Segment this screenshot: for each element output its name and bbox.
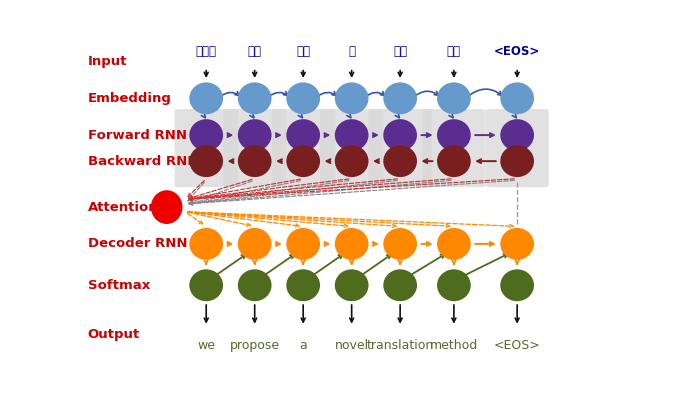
Ellipse shape [500,119,534,151]
FancyBboxPatch shape [369,109,432,187]
Ellipse shape [286,82,320,114]
Ellipse shape [238,228,271,260]
Ellipse shape [189,145,223,177]
Ellipse shape [335,145,369,177]
Text: Output: Output [88,328,140,341]
Ellipse shape [384,119,417,151]
Ellipse shape [384,82,417,114]
Ellipse shape [437,119,471,151]
Ellipse shape [151,190,182,224]
Ellipse shape [189,119,223,151]
Text: Backward RNN: Backward RNN [88,155,198,168]
Ellipse shape [286,119,320,151]
Text: Attention: Attention [88,201,158,214]
Ellipse shape [238,119,271,151]
Ellipse shape [335,82,369,114]
Ellipse shape [335,269,369,301]
Text: を: を [348,45,355,59]
Ellipse shape [238,145,271,177]
Text: <EOS>: <EOS> [494,45,541,59]
Text: 提案: 提案 [393,45,407,59]
Text: Decoder RNN: Decoder RNN [88,237,187,250]
Ellipse shape [384,228,417,260]
Text: novel: novel [335,339,369,352]
Ellipse shape [335,119,369,151]
Ellipse shape [189,228,223,260]
FancyBboxPatch shape [175,109,238,187]
Text: 翻訳: 翻訳 [248,45,262,59]
Ellipse shape [437,228,471,260]
Ellipse shape [189,269,223,301]
Text: Forward RNN: Forward RNN [88,129,186,142]
Ellipse shape [384,145,417,177]
Text: method: method [430,339,478,352]
Ellipse shape [500,82,534,114]
FancyBboxPatch shape [422,109,486,187]
Ellipse shape [500,145,534,177]
Text: we: we [197,339,215,352]
Text: Softmax: Softmax [88,279,150,292]
Text: translation: translation [367,339,434,352]
Text: <EOS>: <EOS> [494,339,541,352]
Ellipse shape [238,82,271,114]
Text: Embedding: Embedding [88,92,171,105]
Ellipse shape [500,269,534,301]
FancyBboxPatch shape [223,109,286,187]
Ellipse shape [238,269,271,301]
Ellipse shape [189,82,223,114]
Text: propose: propose [230,339,279,352]
Ellipse shape [384,269,417,301]
Ellipse shape [286,269,320,301]
FancyBboxPatch shape [320,109,384,187]
Ellipse shape [286,228,320,260]
Ellipse shape [500,228,534,260]
Ellipse shape [437,82,471,114]
FancyBboxPatch shape [271,109,335,187]
Ellipse shape [335,228,369,260]
Text: 新たな: 新たな [196,45,217,59]
Text: Input: Input [88,55,127,68]
Ellipse shape [437,269,471,301]
FancyBboxPatch shape [486,109,549,187]
Text: a: a [299,339,307,352]
Text: する: する [447,45,461,59]
Ellipse shape [286,145,320,177]
Text: 手法: 手法 [296,45,310,59]
Ellipse shape [437,145,471,177]
